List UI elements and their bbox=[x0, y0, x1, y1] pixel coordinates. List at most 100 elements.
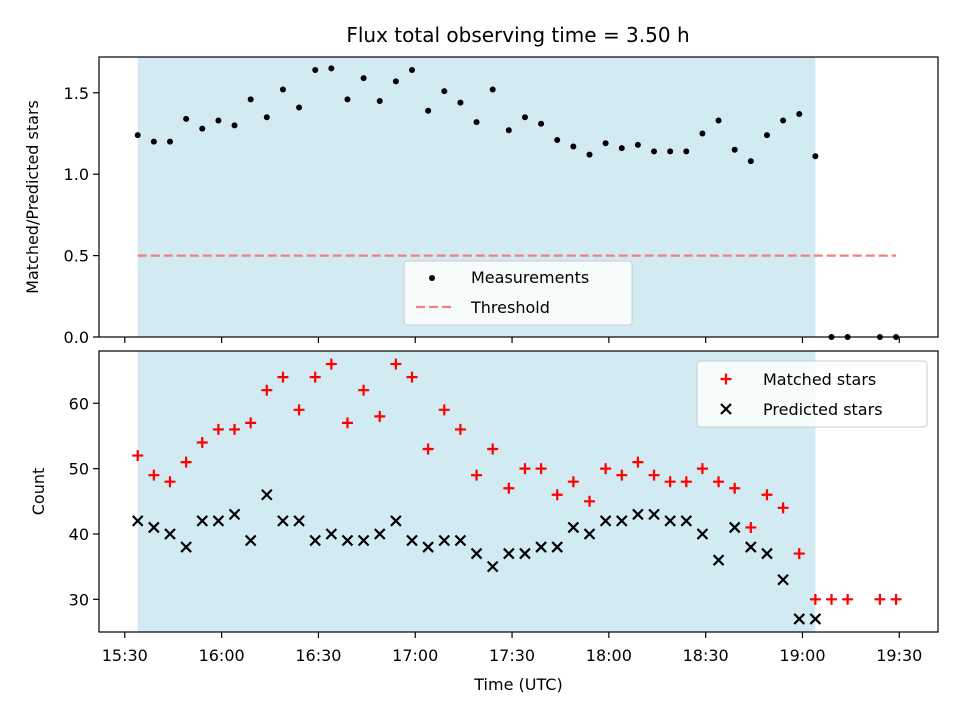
top-y-axis-label: Matched/Predicted stars bbox=[23, 100, 42, 294]
measurement-point bbox=[392, 78, 399, 85]
matched-star-point bbox=[148, 469, 160, 481]
measurement-point bbox=[602, 140, 609, 147]
matched-star-point bbox=[229, 423, 241, 435]
measurement-point bbox=[683, 148, 690, 155]
measurement-point bbox=[473, 119, 480, 126]
x-tick-label: 17:30 bbox=[489, 646, 535, 665]
matched-star-point bbox=[341, 417, 353, 429]
matched-star-point bbox=[519, 463, 531, 475]
bottom-frame bbox=[98, 350, 939, 633]
predicted-star-point bbox=[615, 515, 628, 527]
predicted-star-point bbox=[503, 547, 515, 560]
measurement-point bbox=[376, 97, 383, 104]
legend-predicted-label: Predicted stars bbox=[763, 400, 883, 419]
matched-star-point bbox=[648, 469, 660, 481]
y-tick-label: 1.0 bbox=[64, 165, 89, 184]
predicted-star-point bbox=[406, 534, 418, 547]
x-tick-label: 19:30 bbox=[876, 646, 922, 665]
measurement-point bbox=[618, 145, 625, 152]
predicted-star-point bbox=[470, 547, 483, 560]
predicted-star-point bbox=[664, 515, 676, 527]
matched-star-point bbox=[212, 423, 224, 435]
predicted-star-point bbox=[261, 488, 273, 501]
matched-star-point bbox=[422, 443, 434, 455]
measurement-point bbox=[279, 86, 286, 93]
measurement-point bbox=[780, 117, 787, 124]
y-tick-label: 0.0 bbox=[64, 328, 89, 347]
legend-box bbox=[403, 260, 633, 326]
top-legend: Measurements Threshold bbox=[403, 260, 633, 326]
x-tick-label: 15:30 bbox=[102, 646, 148, 665]
predicted-star-point bbox=[212, 515, 225, 527]
measurement-point bbox=[747, 158, 754, 165]
predicted-star-point bbox=[148, 521, 160, 534]
matched-star-point bbox=[826, 593, 838, 605]
y-tick-label: 1.5 bbox=[64, 84, 89, 103]
predicted-star-point bbox=[696, 528, 709, 540]
predicted-star-point bbox=[551, 541, 564, 553]
matched-star-point bbox=[503, 482, 515, 494]
predicted-star-point bbox=[373, 528, 386, 540]
matched-star-point bbox=[583, 495, 595, 507]
predicted-star-point bbox=[454, 534, 467, 547]
matched-star-point bbox=[777, 502, 789, 514]
predicted-star-point bbox=[438, 534, 451, 547]
matched-star-point bbox=[390, 358, 402, 370]
predicted-star-point bbox=[309, 534, 321, 547]
x-tick-label: 18:30 bbox=[683, 646, 729, 665]
top-frame bbox=[98, 56, 939, 338]
measurement-point bbox=[231, 122, 238, 129]
y-tick-label: 30 bbox=[69, 590, 89, 609]
bottom-y-axis: 30 40 50 60 bbox=[69, 394, 99, 609]
x-tick-label: 16:00 bbox=[199, 646, 245, 665]
predicted-star-point bbox=[809, 613, 822, 625]
matched-star-point bbox=[809, 593, 821, 605]
predicted-star-point bbox=[583, 528, 596, 540]
matched-star-point bbox=[664, 476, 676, 488]
y-tick-label: 50 bbox=[69, 460, 89, 479]
matched-star-point bbox=[471, 469, 483, 481]
measurement-point bbox=[651, 148, 658, 155]
predicted-star-point bbox=[745, 541, 757, 553]
measurement-point bbox=[199, 125, 206, 132]
measurement-point bbox=[312, 67, 319, 74]
x-axis-label: Time (UTC) bbox=[473, 675, 562, 694]
top-panel: 0.0 0.5 1.0 1.5 Measurements Threshold Match… bbox=[23, 56, 939, 347]
predicted-star-point bbox=[728, 521, 741, 534]
predicted-star-point bbox=[180, 541, 192, 553]
predicted-star-point bbox=[777, 573, 789, 586]
measurement-point bbox=[812, 153, 819, 160]
predicted-star-point bbox=[648, 508, 660, 521]
predicted-star-point bbox=[519, 547, 531, 560]
matched-star-point bbox=[309, 371, 321, 383]
top-y-axis: 0.0 0.5 1.0 1.5 bbox=[64, 84, 99, 347]
measurement-point bbox=[166, 138, 173, 145]
matched-star-point bbox=[164, 476, 176, 488]
matched-star-point bbox=[793, 548, 805, 560]
matched-star-point bbox=[487, 443, 499, 455]
matched-star-point bbox=[374, 410, 386, 422]
matched-star-point bbox=[325, 358, 337, 370]
measurement-point bbox=[570, 143, 577, 150]
measurement-point bbox=[134, 132, 141, 139]
measurement-point bbox=[344, 96, 351, 103]
matched-star-point bbox=[616, 469, 628, 481]
matched-star-point bbox=[874, 593, 886, 605]
predicted-star-point bbox=[761, 547, 773, 560]
matched-star-point bbox=[890, 593, 902, 605]
measurement-point bbox=[489, 86, 496, 93]
measurement-point bbox=[441, 88, 448, 95]
measurement-point bbox=[457, 99, 464, 106]
measurement-point bbox=[763, 132, 770, 139]
measurement-point bbox=[634, 141, 641, 148]
legend-measurements-label: Measurements bbox=[471, 268, 589, 287]
matched-star-point bbox=[600, 463, 612, 475]
measurement-point bbox=[263, 114, 270, 121]
measurement-point bbox=[505, 127, 512, 134]
matched-star-point bbox=[713, 476, 725, 488]
measurement-point bbox=[296, 104, 303, 111]
matched-star-point bbox=[358, 384, 370, 396]
measurement-point bbox=[731, 146, 738, 153]
matched-star-point bbox=[245, 417, 257, 429]
